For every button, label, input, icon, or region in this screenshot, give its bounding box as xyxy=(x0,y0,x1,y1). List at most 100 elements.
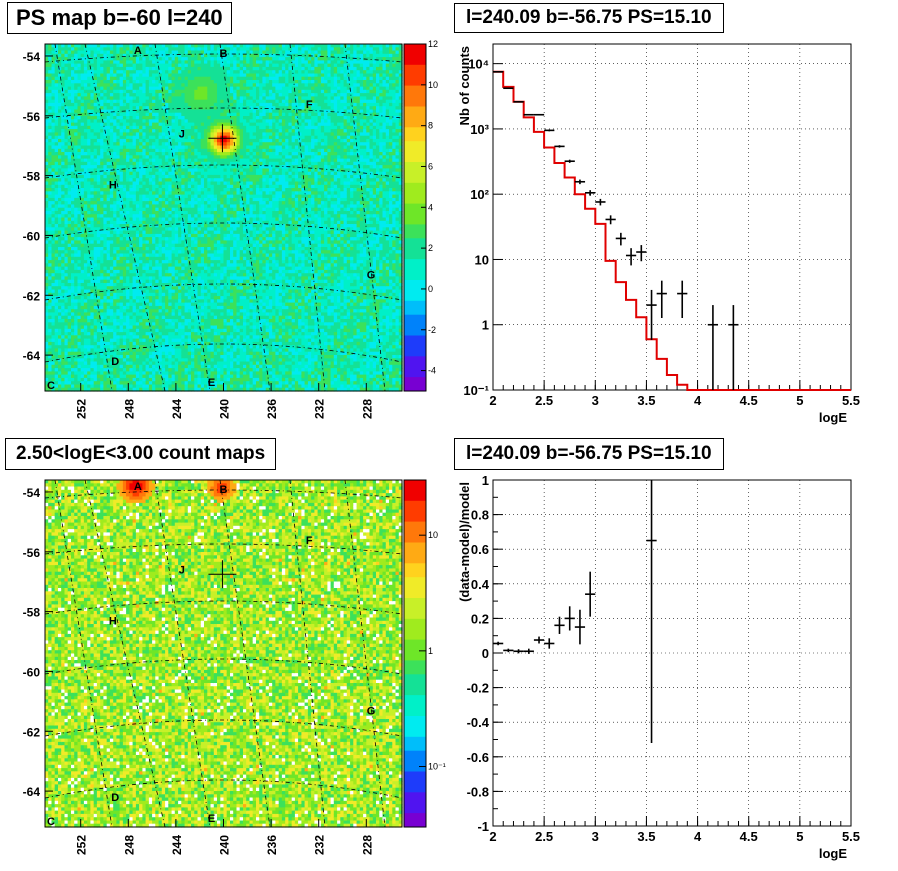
x-tick-label: 232 xyxy=(313,399,327,419)
y-tick-label: 0.6 xyxy=(471,542,489,557)
coordinate-grid xyxy=(44,479,403,828)
y-tick-label: -62 xyxy=(23,725,41,739)
x-tick-label: 244 xyxy=(170,835,184,855)
coordinate-grid xyxy=(44,43,403,392)
y-axis-label: (data-model)/model xyxy=(457,482,472,602)
x-tick-label: 2.5 xyxy=(535,393,553,408)
y-tick-label: -1 xyxy=(477,819,489,834)
x-tick-label: 248 xyxy=(122,399,136,419)
x-tick-label: 5.5 xyxy=(842,829,860,844)
source-label: J xyxy=(179,129,185,141)
x-tick-label: 4.5 xyxy=(740,829,758,844)
y-tick-label: -0.2 xyxy=(467,681,489,696)
ps-map-title: PS map b=-60 l=240 xyxy=(7,2,232,34)
source-label: C xyxy=(47,816,55,828)
y-tick-label: 10³ xyxy=(470,122,489,137)
y-tick-label: 1 xyxy=(482,318,489,333)
y-tick-label: -54 xyxy=(23,486,41,500)
x-tick-label: 2 xyxy=(489,393,496,408)
x-tick-label: 236 xyxy=(265,835,279,855)
source-label: H xyxy=(109,180,117,192)
source-label: F xyxy=(306,99,313,111)
residual-chart: 2 2.5 3 3.5 4 4.5 5 5.5 -1 -0.8 -0.6 -0.4 -0.2 0 0.2 0.… xyxy=(457,473,860,861)
y-tick-label: -0.4 xyxy=(467,715,490,730)
x-tick-label: 2 xyxy=(489,829,496,844)
x-tick-label: 232 xyxy=(313,835,327,855)
x-tick-label: 4.5 xyxy=(740,393,758,408)
y-tick-label: -58 xyxy=(23,606,41,620)
source-label: H xyxy=(109,616,117,628)
x-axis-label: logE xyxy=(819,846,847,861)
colorbar-frame xyxy=(403,43,427,392)
y-tick-label: -0.6 xyxy=(467,750,489,765)
ps-map-panel: -54 -56 -58 -60 -62 -64 252 248 244 240 236 232 228 A… xyxy=(0,0,449,430)
source-label: F xyxy=(306,535,313,547)
source-label: A xyxy=(134,481,142,493)
y-axis-label: Nb of counts xyxy=(457,46,472,125)
y-tick-label: -64 xyxy=(23,349,41,363)
y-tick-label: -58 xyxy=(23,170,41,184)
x-tick-label: 240 xyxy=(218,399,232,419)
y-tick-label: 1 xyxy=(482,473,489,488)
x-tick-label: 3 xyxy=(592,829,599,844)
x-tick-label: 3.5 xyxy=(637,829,655,844)
x-tick-label: 244 xyxy=(170,399,184,419)
y-tick-label: 0.8 xyxy=(471,508,489,523)
source-label: D xyxy=(111,792,119,804)
count-map-heatmap: -54 -56 -58 -60 -62 -64 252 248 244 240 236 232 228 A… xyxy=(23,479,446,855)
source-label: A xyxy=(134,45,142,57)
spectrum-chart: 2 2.5 3 3.5 4 4.5 5 5.5 10⁻¹ 1 10 10² 10³ 10⁴ logE Nb o… xyxy=(457,43,860,425)
source-label: D xyxy=(111,356,119,368)
x-tick-label: 228 xyxy=(360,835,374,855)
x-tick-label: 248 xyxy=(122,835,136,855)
source-label: G xyxy=(367,705,376,717)
count-map-title: 2.50<logE<3.00 count maps xyxy=(5,438,277,470)
y-tick-label: 10⁻¹ xyxy=(463,383,489,398)
colorbar-tick-label: 10 xyxy=(428,530,438,540)
colorbar-tick-label: 10 xyxy=(428,80,438,90)
x-tick-label: 5.5 xyxy=(842,393,860,408)
x-axis-label: logE xyxy=(819,410,847,425)
y-tick-label: 0.2 xyxy=(471,611,489,626)
grid xyxy=(493,44,851,390)
source-label: E xyxy=(208,377,215,389)
grid xyxy=(493,480,851,826)
y-tick-label: -60 xyxy=(23,665,41,679)
colorbar xyxy=(404,44,426,392)
source-label: B xyxy=(220,48,228,60)
y-tick-label: -0.8 xyxy=(467,784,489,799)
source-label: E xyxy=(208,813,215,825)
count-map-panel: -54 -56 -58 -60 -62 -64 252 248 244 240 236 232 228 A… xyxy=(0,436,449,871)
x-tick-label: 5 xyxy=(796,393,803,408)
source-label: C xyxy=(47,380,55,392)
residual-title: l=240.09 b=-56.75 PS=15.10 xyxy=(454,438,724,470)
x-tick-label: 3.5 xyxy=(637,393,655,408)
source-label: J xyxy=(179,565,185,577)
y-tick-label: -64 xyxy=(23,785,41,799)
colorbar-tick-label: 10⁻¹ xyxy=(428,762,446,772)
y-tick-label: -54 xyxy=(23,50,41,64)
y-tick-label: 10² xyxy=(470,187,489,202)
y-tick-label: 10 xyxy=(475,252,489,267)
x-tick-label: 2.5 xyxy=(535,829,553,844)
colorbar-tick-label: 12 xyxy=(428,39,438,49)
colorbar-frame xyxy=(403,479,427,828)
y-tick-label: 0 xyxy=(482,646,489,661)
source-label: B xyxy=(220,484,228,496)
y-tick-label: -56 xyxy=(23,110,41,124)
plot-frame xyxy=(492,43,852,391)
y-tick-label: -60 xyxy=(23,229,41,243)
residual-panel: 2 2.5 3 3.5 4 4.5 5 5.5 -1 -0.8 -0.6 -0.4 -0.2 0 0.2 0.… xyxy=(449,436,898,871)
y-tick-label: -56 xyxy=(23,546,41,560)
y-tick-label: 10⁴ xyxy=(468,57,489,72)
x-tick-label: 236 xyxy=(265,399,279,419)
x-tick-label: 228 xyxy=(360,399,374,419)
x-tick-label: 5 xyxy=(796,829,803,844)
source-label: G xyxy=(367,269,376,281)
colorbar-tick-label: 4 xyxy=(428,202,433,212)
colorbar-tick-label: -2 xyxy=(428,325,436,335)
colorbar xyxy=(404,480,426,828)
x-tick-label: 252 xyxy=(75,835,89,855)
y-tick-label: 0.4 xyxy=(471,577,490,592)
